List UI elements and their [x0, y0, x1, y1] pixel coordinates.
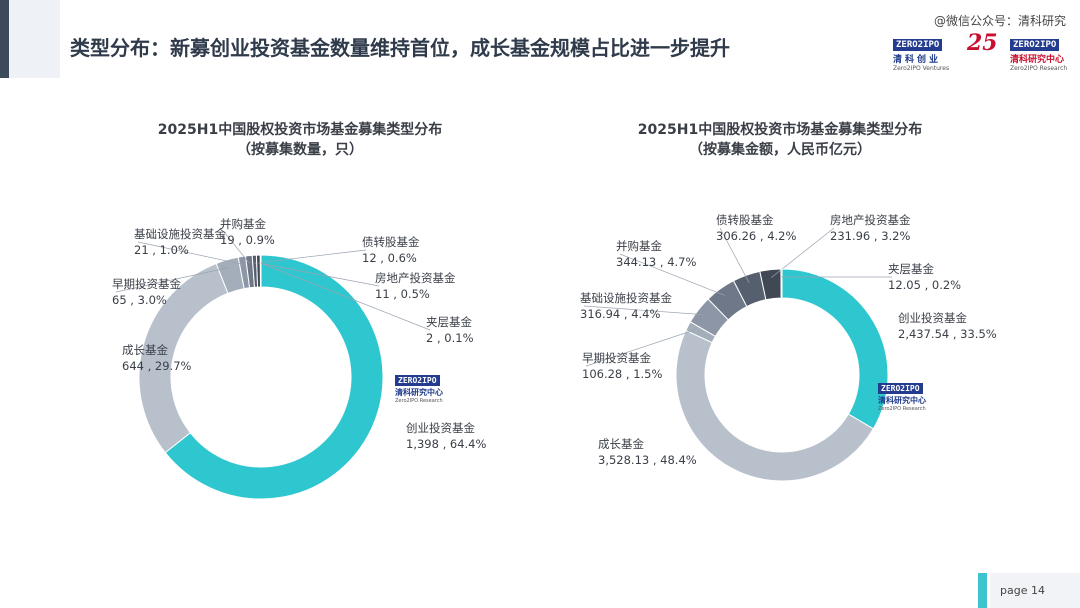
donut-slice — [164, 254, 384, 500]
slice-label-name: 成长基金 — [598, 437, 644, 451]
slice-label-value: 231.96 , 3.2% — [830, 229, 911, 243]
slice-label: 债转股基金 12 , 0.6% — [362, 234, 420, 266]
chart-subtitle: （按募集金额，人民币亿元） — [689, 142, 871, 158]
slice-label-value: 644 , 29.7% — [122, 359, 192, 373]
slice-label-name: 创业投资基金 — [406, 421, 475, 435]
slice-label-value: 316.94 , 4.4% — [580, 307, 661, 321]
chart-subtitle: （按募集数量，只） — [237, 142, 363, 158]
slice-label-name: 基础设施投资基金 — [134, 227, 226, 241]
donut-chart-by-count: 2025H1中国股权投资市场基金募集类型分布 （按募集数量，只） ZERO2IP… — [40, 118, 560, 538]
slice-label: 夹层基金 2 , 0.1% — [426, 314, 474, 346]
page-number: page 14 — [1000, 584, 1045, 597]
leader-line — [719, 227, 750, 283]
leader-line — [254, 249, 367, 264]
slice-label-name: 创业投资基金 — [898, 311, 967, 325]
slice-label: 成长基金 3,528.13 , 48.4% — [598, 436, 697, 468]
slice-label-value: 344.13 , 4.7% — [616, 255, 697, 269]
slice-label-name: 夹层基金 — [888, 262, 934, 276]
donut-svg — [583, 227, 893, 482]
leader-line — [258, 262, 380, 287]
slice-label: 房地产投资基金 11 , 0.5% — [375, 270, 456, 302]
slice-label-name: 并购基金 — [220, 217, 266, 231]
anniversary-25-logo: 25 — [967, 30, 998, 56]
slice-label-value: 65 , 3.0% — [112, 293, 167, 307]
chart-title: 2025H1中国股权投资市场基金募集类型分布 — [157, 122, 443, 138]
slice-label: 并购基金 344.13 , 4.7% — [616, 238, 696, 270]
slice-label-name: 债转股基金 — [716, 213, 774, 227]
leader-line — [619, 253, 725, 296]
slice-label-name: 基础设施投资基金 — [580, 291, 672, 305]
zero2ipo-ventures-logo: ZERO2IPO 清科创业 Zero2IPO Ventures — [893, 39, 950, 72]
header-accent-bar — [0, 0, 9, 78]
leader-line — [260, 262, 431, 331]
slice-label-name: 房地产投资基金 — [830, 213, 911, 227]
page-title: 类型分布：新募创业投资基金数量维持首位，成长基金规模占比进一步提升 — [70, 36, 730, 60]
slice-label: 夹层基金 12.05 , 0.2% — [888, 261, 961, 293]
slice-label: 早期投资基金 65 , 3.0% — [112, 276, 181, 308]
leader-line — [137, 241, 244, 265]
footer-box — [990, 573, 1080, 608]
slice-label-value: 1,398 , 64.4% — [406, 437, 487, 451]
slice-label-name: 成长基金 — [122, 343, 168, 357]
slice-label-value: 2 , 0.1% — [426, 331, 474, 345]
slice-label-value: 12 , 0.6% — [362, 251, 417, 265]
slice-label: 债转股基金 306.26 , 4.2% — [716, 212, 796, 244]
zero2ipo-research-logo: ZERO2IPO 清科研究中心 Zero2IPO Research — [1010, 39, 1068, 72]
leader-line — [583, 305, 705, 316]
slice-label-value: 3,528.13 , 48.4% — [598, 453, 697, 467]
slice-label: 基础设施投资基金 21 , 1.0% — [134, 226, 226, 258]
slice-label-name: 并购基金 — [616, 239, 662, 253]
slice-label-value: 21 , 1.0% — [134, 243, 189, 257]
slice-label-value: 2,437.54 , 33.5% — [898, 327, 997, 341]
donut-slice — [780, 268, 783, 299]
slice-label: 基础设施投资基金 316.94 , 4.4% — [580, 290, 672, 322]
footer-accent — [978, 573, 987, 608]
chart-watermark: ZERO2IPO 清科研究中心 Zero2IPO Research — [395, 375, 443, 404]
leader-line — [585, 329, 696, 367]
slice-label-value: 306.26 , 4.2% — [716, 229, 797, 243]
donut-slice — [781, 268, 889, 430]
slice-label-value: 19 , 0.9% — [220, 233, 275, 247]
slice-label-value: 11 , 0.5% — [375, 287, 430, 301]
donut-slice — [259, 254, 262, 288]
slice-label: 创业投资基金 2,437.54 , 33.5% — [898, 310, 997, 342]
chart-watermark: ZERO2IPO 清科研究中心 Zero2IPO Research — [878, 383, 926, 412]
slice-label-name: 夹层基金 — [426, 315, 472, 329]
slice-label: 并购基金 19 , 0.9% — [220, 216, 275, 248]
donut-slice — [675, 329, 875, 482]
slice-label-value: 12.05 , 0.2% — [888, 278, 962, 292]
chart-title: 2025H1中国股权投资市场基金募集类型分布 — [637, 122, 923, 138]
slice-label-value: 106.28 , 1.5% — [582, 367, 663, 381]
slice-label: 房地产投资基金 231.96 , 3.2% — [830, 212, 911, 244]
slice-label-name: 早期投资基金 — [112, 277, 181, 291]
donut-chart-by-amount: 2025H1中国股权投资市场基金募集类型分布 （按募集金额，人民币亿元） ZER… — [520, 118, 1040, 538]
slice-label: 创业投资基金 1,398 , 64.4% — [406, 420, 486, 452]
slice-label: 早期投资基金 106.28 , 1.5% — [582, 350, 662, 382]
slice-label-name: 房地产投资基金 — [375, 271, 456, 285]
slice-label-name: 债转股基金 — [362, 235, 420, 249]
slice-label-name: 早期投资基金 — [582, 351, 651, 365]
donut-svg — [115, 231, 431, 500]
wechat-source: @微信公众号：清科研究 — [933, 14, 1066, 28]
header-background — [0, 0, 60, 78]
leader-line — [115, 267, 230, 293]
leader-line — [223, 231, 250, 264]
slice-label: 成长基金 644 , 29.7% — [122, 342, 191, 374]
